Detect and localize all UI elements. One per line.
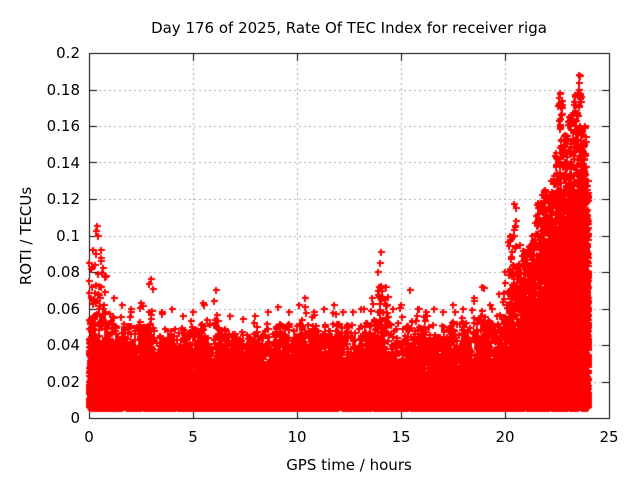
y-tick-label: 0.08 xyxy=(46,263,80,281)
y-tick-label: 0.02 xyxy=(46,372,80,391)
x-axis-title: GPS time / hours xyxy=(286,456,412,474)
y-tick-label: 0.2 xyxy=(56,44,80,62)
y-tick-label: 0.04 xyxy=(46,336,80,354)
y-tick-label: 0.12 xyxy=(46,190,80,208)
x-tick-label: 20 xyxy=(495,428,515,446)
y-tick-label: 0.1 xyxy=(56,226,80,245)
x-tick-label: 5 xyxy=(188,428,198,446)
y-tick-label: 0.06 xyxy=(46,299,80,318)
y-tick-label: 0 xyxy=(70,409,80,427)
x-tick-label: 15 xyxy=(391,428,411,446)
x-tick-label: 10 xyxy=(287,428,307,446)
y-tick-label: 0.16 xyxy=(46,117,80,135)
y-tick-label: 0.18 xyxy=(46,80,80,99)
y-tick-label: 0.14 xyxy=(46,153,80,172)
x-tick-label: 0 xyxy=(84,428,94,446)
chart-title: Day 176 of 2025, Rate Of TEC Index for r… xyxy=(151,19,547,37)
x-tick-label: 25 xyxy=(599,428,619,446)
